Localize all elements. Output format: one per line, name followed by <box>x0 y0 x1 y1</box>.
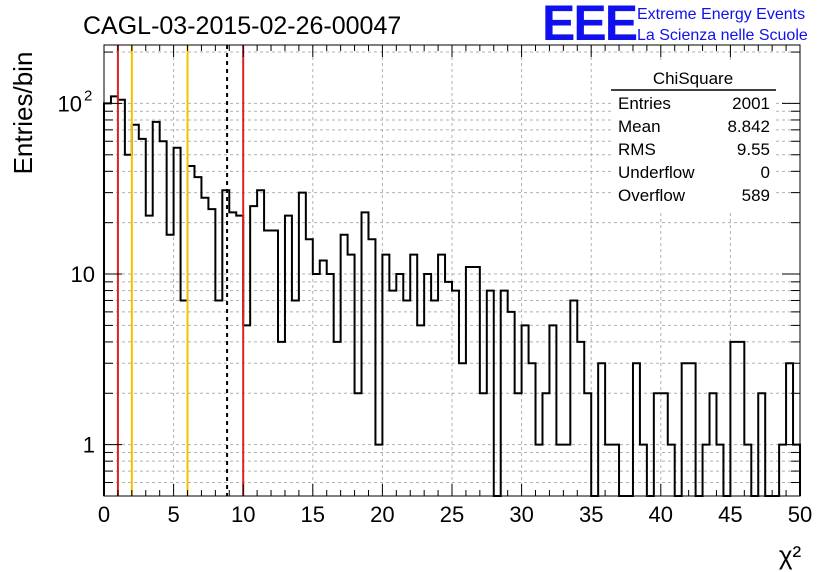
x-tick-label: 25 <box>440 502 464 527</box>
x-tick-label: 30 <box>509 502 533 527</box>
stats-label: Underflow <box>618 163 695 182</box>
stats-label: Overflow <box>618 186 686 205</box>
x-tick-label: 5 <box>167 502 179 527</box>
x-tick-label: 45 <box>718 502 742 527</box>
stats-value: 2001 <box>732 94 770 113</box>
x-tick-label: 15 <box>301 502 325 527</box>
x-tick-label: 50 <box>788 502 812 527</box>
y-tick-label: 10 <box>58 91 82 116</box>
x-ticks: 0 5 10 15 20 25 30 35 40 45 50 <box>98 45 812 527</box>
stats-label: Mean <box>618 117 661 136</box>
eee-logo-icon: EEE <box>542 0 637 51</box>
reference-lines <box>116 45 245 496</box>
x-tick-label: 10 <box>231 502 255 527</box>
x-tick-label: 20 <box>370 502 394 527</box>
logo-line-2: La Scienza nelle Scuole <box>637 27 808 44</box>
stats-value: 0 <box>761 163 770 182</box>
logo-line-1: Extreme Energy Events <box>637 6 805 23</box>
y-tick-label: 1 <box>83 433 95 458</box>
stats-box: ChiSquare Entries 2001 Mean 8.842 RMS 9.55 Unde… <box>611 62 776 212</box>
x-tick-label: 0 <box>98 502 110 527</box>
x-tick-label: 35 <box>579 502 603 527</box>
x-axis-label: χ² <box>779 540 802 570</box>
run-title: CAGL-03-2015-02-26-00047 <box>83 12 401 40</box>
y-tick-label: 10 <box>71 262 95 287</box>
grid <box>104 45 800 497</box>
stats-title: ChiSquare <box>653 69 733 88</box>
x-tick-label: 40 <box>649 502 673 527</box>
stats-value: 9.55 <box>737 140 770 159</box>
stats-value: 589 <box>742 186 770 205</box>
stats-label: Entries <box>618 94 671 113</box>
y-axis-label: Entries/bin <box>8 52 38 175</box>
stats-box-background <box>611 62 775 212</box>
stats-label: RMS <box>618 140 656 159</box>
y-tick-exponent: 2 <box>84 87 92 104</box>
stats-value: 8.842 <box>727 117 770 136</box>
